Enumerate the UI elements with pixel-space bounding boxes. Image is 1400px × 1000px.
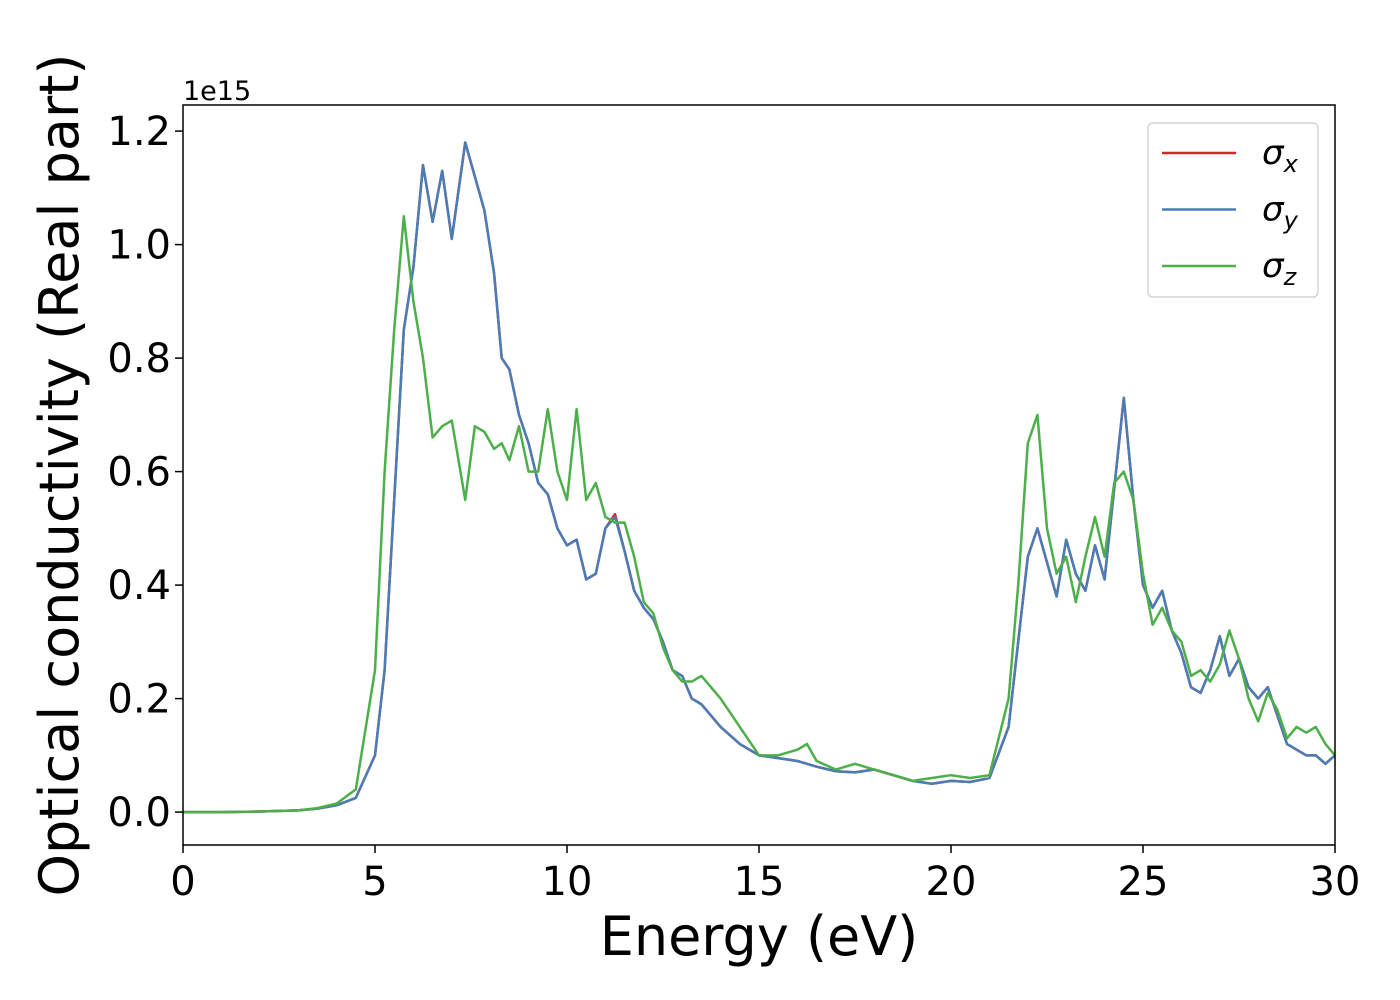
x-axis-label: Energy (eV) (600, 905, 919, 968)
series-line (183, 214, 1335, 814)
plot-frame (182, 104, 1336, 846)
y-tick-label: 0.6 (107, 450, 171, 496)
y-tick-label: 1.0 (107, 223, 171, 269)
x-tick-label: 15 (734, 859, 785, 905)
x-tick-label: 25 (1118, 859, 1169, 905)
x-tick-label: 5 (362, 859, 387, 905)
legend-label: σx (1262, 133, 1299, 178)
x-tick-label: 20 (926, 859, 977, 905)
x-tick-label: 10 (542, 859, 593, 905)
y-axis-label: Optical conductivity (Real part) (28, 54, 91, 897)
y-tick-label: 0.0 (107, 790, 171, 836)
legend-label: σz (1262, 246, 1298, 291)
y-tick-label: 1.2 (107, 109, 171, 155)
x-tick-label: 30 (1310, 859, 1361, 905)
legend-label: σy (1262, 190, 1299, 235)
y-tick-label: 0.4 (107, 563, 171, 609)
x-tick-label: 0 (170, 859, 195, 905)
series-line (183, 141, 1335, 814)
y-offset-label: 1e15 (183, 76, 251, 107)
y-tick-label: 0.8 (107, 336, 171, 382)
y-tick-label: 0.2 (107, 677, 171, 723)
legend: σx σy σz (1147, 122, 1319, 298)
